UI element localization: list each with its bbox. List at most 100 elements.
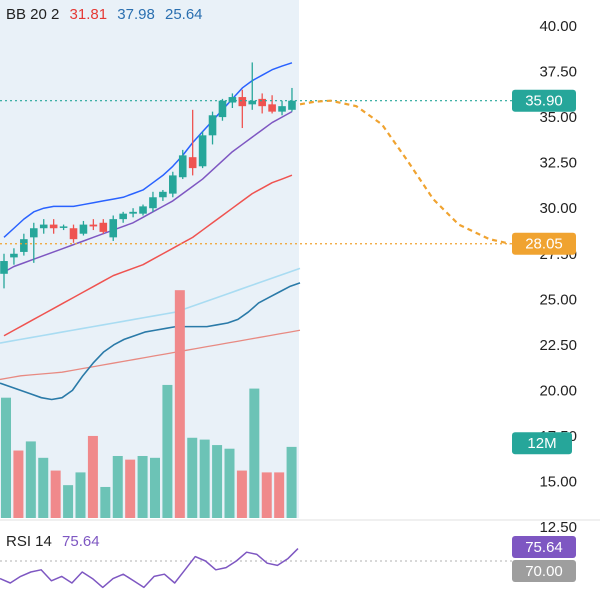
volume-bar xyxy=(199,439,210,518)
forecast-price-tag-text: 28.05 xyxy=(525,236,563,253)
candle-body xyxy=(89,224,98,227)
bb-lower-line xyxy=(3,110,293,273)
candle-body xyxy=(248,100,257,105)
volume-tag-text: 12M xyxy=(527,435,556,452)
volume-bar xyxy=(137,455,148,518)
y-tick-label: 20.00 xyxy=(539,382,577,399)
volume-bar xyxy=(87,435,98,518)
candle-body xyxy=(208,115,217,136)
volume-bar xyxy=(100,486,111,518)
history-highlight xyxy=(0,0,299,518)
rsi-legend-value: 75.64 xyxy=(62,533,100,550)
candle-body xyxy=(109,219,118,238)
candle-body xyxy=(20,239,28,252)
candle-body xyxy=(218,100,227,118)
rsi-level-tag-text: 70.00 xyxy=(525,563,563,580)
candle-body xyxy=(238,97,247,107)
volume-bar xyxy=(38,457,49,518)
candle-body xyxy=(79,224,88,234)
volume-bar xyxy=(150,457,160,518)
volume-bar xyxy=(50,470,61,518)
candle-body xyxy=(278,106,286,112)
secondary-band-basis xyxy=(0,329,301,381)
volume-bar xyxy=(174,290,185,518)
bb-basis-line xyxy=(3,174,293,337)
candle-body xyxy=(228,97,237,103)
volume-bar xyxy=(25,441,36,518)
legend-upper: 37.98 xyxy=(117,6,155,23)
legend-basis: 31.81 xyxy=(70,6,108,23)
candle-body xyxy=(129,211,137,214)
candle-body xyxy=(69,228,78,240)
volume-tag-bg xyxy=(512,432,572,455)
candle-body xyxy=(288,100,296,110)
y-tick-label: 12.50 xyxy=(539,519,577,536)
volume-bar xyxy=(63,485,74,518)
candle-body xyxy=(169,175,177,194)
candle-body xyxy=(0,261,8,274)
rsi-legend[interactable]: RSI 14 75.64 xyxy=(6,533,100,550)
rsi-pane xyxy=(0,519,600,589)
volume-bar xyxy=(13,450,24,518)
y-tick-label: 25.00 xyxy=(539,291,577,308)
legend-lower: 25.64 xyxy=(165,6,203,23)
forecast-price-tag-bg xyxy=(512,232,576,255)
candle-body xyxy=(10,253,18,258)
forecast-curve xyxy=(299,99,511,245)
candles[interactable] xyxy=(0,62,296,289)
candle-body xyxy=(99,222,108,232)
candle-body xyxy=(39,224,48,229)
last-price-tag-bg xyxy=(512,89,576,112)
y-tick-label: 32.50 xyxy=(539,155,577,172)
rsi-legend-name: RSI 14 xyxy=(6,533,52,550)
rsi-value-tag-bg xyxy=(512,536,576,558)
candle-body xyxy=(149,197,157,209)
y-tick-label: 30.00 xyxy=(539,200,577,217)
y-tick-label: 22.50 xyxy=(539,337,577,354)
indicator-legend[interactable]: BB 20 2 31.81 37.98 25.64 xyxy=(6,6,203,23)
candle-body xyxy=(258,98,266,107)
rsi-line xyxy=(0,548,299,589)
volume-bar xyxy=(187,437,198,518)
rsi-level-tag-bg xyxy=(512,560,576,582)
candle-body xyxy=(119,213,127,220)
candle-body xyxy=(188,157,197,169)
volume-bar xyxy=(249,388,260,518)
y-tick-label: 40.00 xyxy=(539,18,577,35)
volume-tag: 12M xyxy=(512,432,572,455)
candle-body xyxy=(159,191,167,198)
volume-bar xyxy=(236,470,247,518)
rsi-value-tag-text: 75.64 xyxy=(525,539,563,556)
last-price-tag-text: 35.90 xyxy=(525,93,563,110)
volume-bar xyxy=(274,472,285,518)
volume-bars xyxy=(1,290,297,518)
secondary-band-upper xyxy=(0,267,301,344)
price-tags: 35.90 28.05 12M 75.64 70.00 xyxy=(512,89,576,582)
candle-body xyxy=(49,224,58,229)
candle-body xyxy=(268,104,276,112)
volume-bar xyxy=(112,455,123,518)
volume-bar xyxy=(261,472,272,518)
candle-body xyxy=(59,226,68,228)
volume-bar xyxy=(212,445,223,518)
volume-bar xyxy=(125,459,136,518)
candle-body xyxy=(29,228,38,238)
rsi-level-tag: 70.00 xyxy=(512,560,576,582)
y-tick-label: 15.00 xyxy=(539,474,577,491)
volume-bar xyxy=(224,448,235,518)
bb-upper-line xyxy=(3,62,293,238)
forecast xyxy=(299,99,511,245)
y-tick-label: 37.50 xyxy=(539,64,577,81)
reference-lines xyxy=(0,100,512,245)
volume-bar xyxy=(162,384,173,518)
last-price-tag: 35.90 xyxy=(512,89,576,112)
legend-name: BB 20 2 xyxy=(6,6,59,23)
volume-bar xyxy=(286,446,297,518)
secondary-bands xyxy=(0,267,301,401)
y-tick-label: 35.00 xyxy=(539,109,577,126)
rsi-value-tag: 75.64 xyxy=(512,536,576,558)
volume-bar xyxy=(75,472,86,518)
candle-body xyxy=(139,206,147,214)
candle-body xyxy=(198,135,207,167)
